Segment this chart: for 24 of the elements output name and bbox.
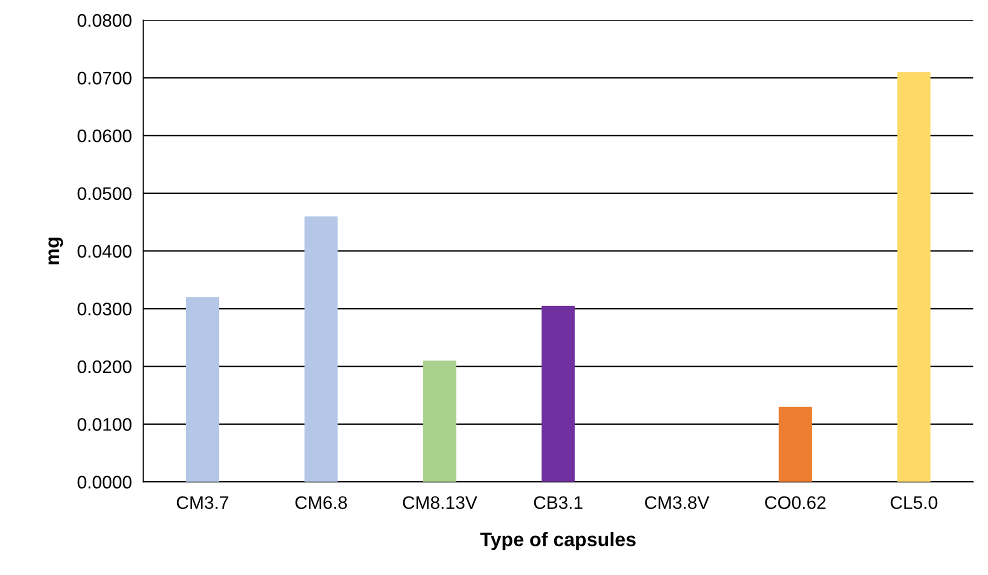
x-tick-label: CL5.0 — [890, 496, 938, 509]
y-tick-label: 0.0200 — [78, 360, 132, 374]
y-tick-label: 0.0700 — [78, 72, 132, 85]
y-tick-label: 0.0500 — [78, 187, 132, 200]
y-tick-label: 0.0600 — [78, 129, 132, 142]
x-tick-label: CO0.62 — [765, 496, 826, 509]
y-tick-label: 0.0800 — [78, 14, 132, 27]
x-tick-label: CM3.8V — [645, 496, 710, 509]
x-tick-label: CM3.7 — [176, 496, 228, 509]
x-tick-label: CB3.1 — [534, 496, 582, 509]
x-axis-title: Type of capsules — [480, 532, 636, 550]
x-tick-label: CM8.13V — [402, 496, 478, 509]
x-tick-label: CM6.8 — [295, 496, 347, 509]
y-tick-label: 0.0400 — [78, 244, 132, 258]
bar — [423, 360, 456, 482]
bar — [542, 306, 575, 482]
bar — [897, 72, 930, 482]
bar — [778, 406, 812, 482]
y-axis-title: mg — [48, 238, 64, 264]
y-tick-label: 0.0000 — [78, 476, 132, 489]
bar — [186, 297, 220, 482]
bar — [304, 216, 338, 482]
y-tick-label: 0.0100 — [78, 418, 132, 431]
y-tick-label: 0.0300 — [78, 302, 132, 316]
